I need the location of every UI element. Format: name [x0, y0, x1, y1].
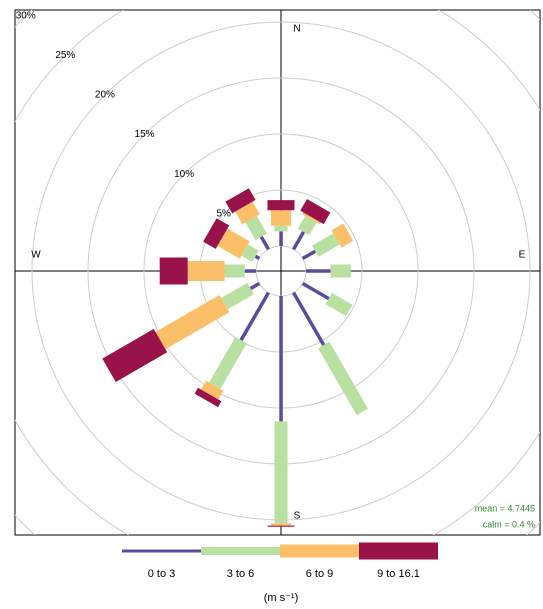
rose-segment — [235, 201, 260, 225]
compass-label: N — [293, 24, 300, 35]
rose-segment — [300, 199, 331, 225]
rose-segment — [203, 218, 230, 249]
unit-label: (m s⁻¹) — [264, 592, 299, 604]
rose-segment — [312, 233, 340, 257]
rose-segment — [217, 228, 250, 259]
rose-segment — [224, 264, 245, 278]
rose-segment — [244, 269, 256, 273]
legend: 0 to 3 3 to 6 6 to 9 9 to 16.1 — [122, 542, 438, 580]
rose-segment — [279, 231, 283, 246]
rose-segment — [279, 296, 283, 422]
rose-segment — [241, 244, 259, 262]
rose-segment — [292, 291, 326, 346]
calm-label: calm = 0.4 % — [483, 519, 535, 529]
r-tick-label: 30% — [16, 10, 36, 21]
rose-segment — [194, 387, 222, 408]
rose-segment — [267, 525, 295, 527]
rose-segment — [245, 216, 267, 240]
r-tick-label: 20% — [95, 90, 115, 101]
rose-segment — [259, 235, 270, 251]
annotations: mean = 4.7445 calm = 0.4 % (m s⁻¹) N E S W — [31, 24, 535, 604]
rose-segment — [225, 188, 256, 214]
rose-segment — [330, 264, 351, 278]
rose-segment — [331, 223, 354, 248]
rose-segment — [201, 380, 224, 400]
rose-segment — [318, 341, 368, 416]
r-tick-label: 25% — [55, 50, 75, 61]
compass-label: E — [519, 250, 526, 261]
rose-segment — [298, 216, 317, 236]
rose-segment — [187, 261, 225, 281]
legend-swatch — [201, 547, 280, 555]
rose-segment — [325, 293, 353, 316]
rose-segment — [102, 328, 168, 382]
legend-label: 3 to 6 — [227, 568, 255, 580]
rose-segment — [155, 295, 230, 350]
rose-segment — [271, 210, 291, 226]
rose-segment — [254, 254, 261, 260]
rose-segment — [239, 291, 270, 342]
legend-swatch — [122, 549, 201, 553]
legend-label: 6 to 9 — [306, 568, 334, 580]
rose-segment — [306, 269, 331, 273]
rose-segment — [209, 336, 247, 389]
rose-segment — [159, 257, 188, 285]
compass-label: W — [31, 250, 41, 261]
legend-label: 9 to 16.1 — [377, 568, 420, 580]
r-tick-label: 10% — [174, 169, 194, 180]
mean-label: mean = 4.7445 — [475, 503, 535, 513]
legend-label: 0 to 3 — [148, 568, 176, 580]
rose-segment — [274, 225, 288, 232]
rose-segment — [271, 523, 291, 526]
legend-swatch — [280, 544, 359, 558]
rose-segment — [292, 231, 306, 251]
legend-swatch — [359, 542, 438, 560]
rose-segment — [274, 421, 288, 524]
bars — [102, 188, 368, 527]
rose-segment — [301, 282, 330, 301]
rose-segment — [302, 212, 321, 225]
rose-segment — [301, 249, 317, 260]
compass-label: S — [294, 511, 301, 522]
rose-segment — [267, 200, 295, 211]
rose-segment — [221, 282, 254, 310]
r-tick-label: 15% — [135, 129, 155, 140]
rose-segment — [249, 282, 261, 291]
r-tick-label: 5% — [216, 208, 231, 219]
